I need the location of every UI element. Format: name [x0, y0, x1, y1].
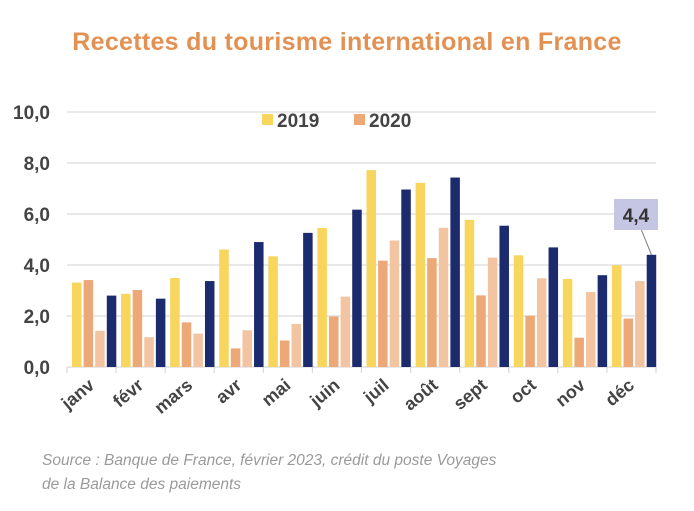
bar-août-2020	[427, 258, 437, 367]
bar-sept-2020	[476, 295, 486, 367]
bar-avr-2020	[230, 348, 241, 367]
legend-swatch-2019	[262, 114, 273, 125]
chart-title: Recettes du tourisme international en Fr…	[72, 28, 622, 56]
bar-janv-series-3	[95, 330, 105, 367]
bar-mars-2020	[181, 322, 192, 367]
x-tick-label: déc	[601, 375, 638, 410]
y-tick-label: 0,0	[24, 358, 50, 379]
x-tick-label: juil	[359, 375, 393, 408]
bar-janv-2019	[72, 282, 82, 367]
bar-janv-2020	[83, 280, 94, 367]
bar-juil-series-4	[401, 189, 411, 367]
bar-juin-2019	[317, 228, 327, 367]
bar-nov-series-3	[586, 292, 596, 367]
bar-sept-series-3	[487, 257, 498, 367]
source-note-line1: Source : Banque de France, février 2023,…	[42, 452, 497, 469]
x-tick-label: avr	[212, 375, 246, 408]
bar-mars-2019	[170, 278, 180, 367]
x-tick-label: mars	[150, 375, 196, 418]
bar-déc-2020	[623, 318, 634, 367]
bar-mai-2020	[279, 340, 290, 367]
y-tick-label: 6,0	[24, 205, 50, 226]
bar-avr-series-3	[242, 330, 252, 367]
y-tick-label: 8,0	[24, 154, 50, 175]
bar-févr-series-4	[155, 298, 166, 367]
bar-oct-2020	[525, 315, 535, 367]
bar-nov-2019	[562, 279, 573, 367]
bar-mai-2019	[268, 256, 278, 367]
x-tick-label: nov	[552, 375, 589, 411]
bar-mai-series-4	[303, 232, 313, 367]
bar-juin-2020	[329, 316, 339, 367]
bar-mai-series-3	[291, 323, 302, 367]
bar-juil-2019	[366, 170, 376, 367]
bar-avr-2019	[219, 249, 229, 367]
bar-sept-2019	[464, 219, 475, 367]
x-tick-label: juin	[305, 375, 343, 412]
bar-févr-2020	[132, 289, 143, 367]
x-tick-label: févr	[109, 375, 147, 412]
x-tick-label: sept	[450, 375, 491, 414]
x-tick-label: mai	[258, 375, 295, 410]
annotation-label: 4,4	[623, 206, 650, 227]
bar-déc-series-4	[646, 254, 657, 367]
bar-août-series-4	[450, 177, 460, 367]
x-tick-label: oct	[506, 375, 540, 408]
bar-oct-2019	[513, 255, 524, 367]
bar-mars-series-3	[193, 333, 203, 367]
annotation-leader	[641, 229, 652, 255]
legend-label-2019: 2019	[277, 111, 319, 132]
bar-juin-series-3	[340, 296, 351, 367]
legend-label-2020: 2020	[369, 111, 411, 132]
bar-nov-2020	[574, 337, 584, 367]
bar-oct-series-4	[548, 247, 559, 367]
bar-janv-series-4	[106, 295, 117, 367]
bar-juil-series-3	[389, 240, 400, 367]
y-tick-label: 10,0	[13, 103, 50, 124]
source-note-line2: de la Balance des paiements	[42, 476, 242, 493]
bar-juin-series-4	[352, 209, 362, 367]
x-tick-label: janv	[57, 375, 98, 414]
bar-févr-2019	[121, 293, 131, 367]
bar-mars-series-4	[204, 281, 215, 367]
bar-sept-series-4	[499, 225, 509, 367]
x-tick-label: août	[400, 375, 442, 415]
bar-nov-series-4	[597, 275, 608, 367]
bar-août-2019	[415, 182, 426, 367]
legend-swatch-2020	[354, 114, 365, 125]
bar-oct-series-3	[536, 278, 547, 367]
bar-déc-series-3	[635, 281, 645, 367]
bar-juil-2020	[378, 260, 388, 367]
annotation-box	[614, 199, 658, 230]
y-tick-label: 2,0	[24, 307, 50, 328]
bar-févr-series-3	[144, 337, 154, 367]
bar-août-series-3	[438, 227, 449, 367]
y-tick-label: 4,0	[24, 256, 50, 277]
bar-avr-series-4	[254, 242, 264, 367]
bar-déc-2019	[611, 265, 622, 367]
